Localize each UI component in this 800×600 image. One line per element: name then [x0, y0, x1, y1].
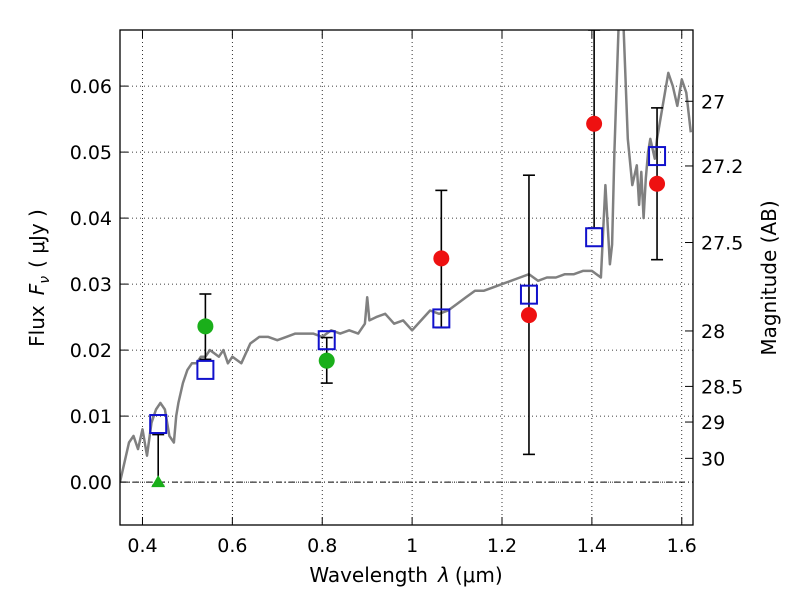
x-tick-label: 0.8 — [307, 535, 337, 557]
mag-tick-label: 28.5 — [701, 376, 743, 398]
red-point — [586, 115, 603, 132]
x-tick-label: 1.4 — [577, 535, 607, 557]
grid — [120, 30, 693, 525]
green-triangle — [151, 475, 166, 488]
model-sed-line — [120, 30, 693, 483]
red-point — [433, 250, 450, 267]
y-tick-label: 0.04 — [70, 208, 112, 230]
mag-tick-label: 30 — [701, 448, 725, 470]
plot-area — [120, 30, 693, 488]
green-point — [318, 352, 335, 369]
y-tick-label: 0.03 — [70, 274, 112, 296]
blue-square — [519, 284, 538, 305]
x-tick-label: 1.6 — [667, 535, 697, 557]
green-point — [197, 318, 214, 335]
x-tick-label: 0.6 — [217, 535, 247, 557]
blue-square — [648, 146, 667, 167]
mag-tick-label: 29 — [701, 412, 725, 434]
red-point — [649, 175, 666, 192]
y-tick-label: 0.02 — [70, 340, 112, 362]
y-tick-label: 0.05 — [70, 142, 112, 164]
red-point — [520, 307, 537, 324]
x-tick-label: 1.2 — [487, 535, 517, 557]
mag-tick-label: 27.5 — [701, 233, 743, 255]
x-axis-label: Wavelength λ (μm) — [309, 563, 502, 587]
y2-axis-label: Magnitude (AB) — [757, 200, 781, 355]
y-tick-label: 0.06 — [70, 76, 112, 98]
blue-square — [196, 359, 215, 380]
mag-tick-label: 28 — [701, 321, 725, 343]
y-axis-label: FluxFν( μJy ) — [25, 209, 53, 347]
x-tick-label: 1 — [406, 535, 418, 557]
blue-square — [432, 308, 451, 329]
blue-square — [149, 414, 168, 435]
y-tick-label: 0.00 — [70, 472, 112, 494]
x-tick-label: 0.4 — [127, 535, 157, 557]
axes-frame — [119, 29, 694, 526]
blue-square — [585, 227, 604, 248]
mag-tick-label: 27 — [701, 91, 725, 113]
y-tick-label: 0.01 — [70, 406, 112, 428]
axes: 0.4 0.6 0.8 1 1.2 1.4 1.6 0.00 0.01 0.02 0.03 0.04 0… — [70, 30, 743, 557]
blue-square — [317, 330, 336, 351]
mag-tick-label: 27.2 — [701, 156, 743, 178]
